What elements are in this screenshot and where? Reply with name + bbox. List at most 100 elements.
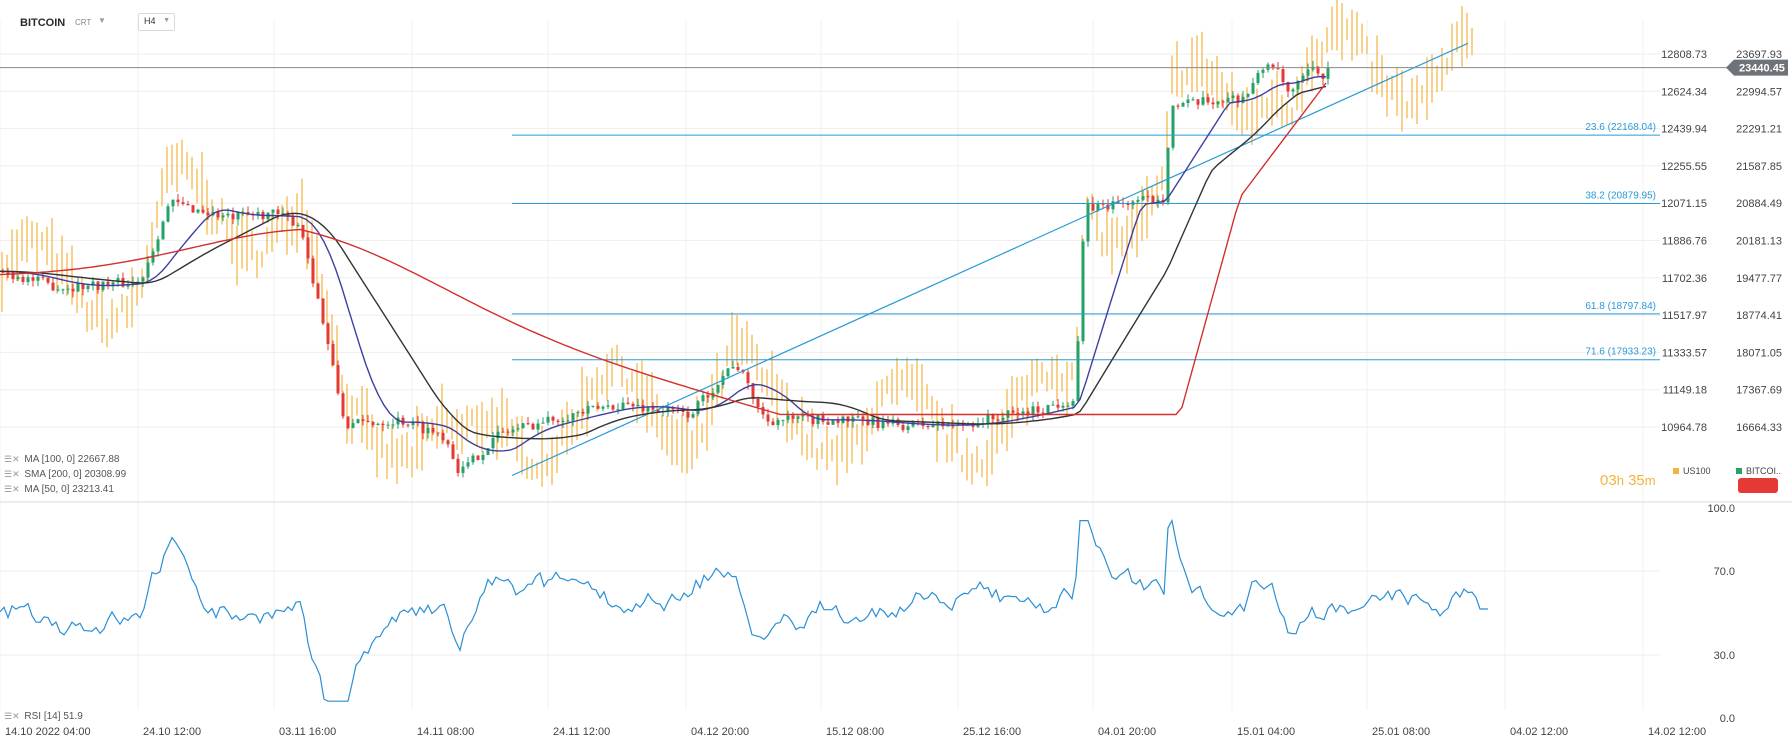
y-right-tick-label: 21587.85 bbox=[1736, 161, 1782, 173]
indicator-legend-rsi[interactable]: ☰✕ RSI [14] 51.9 bbox=[4, 711, 83, 722]
indicator-legend-ma100[interactable]: ☰✕ MA [100, 0] 22667.88 bbox=[4, 454, 119, 465]
y-right-tick-label: 16664.33 bbox=[1736, 422, 1782, 434]
btc-candle-body bbox=[456, 458, 460, 473]
btc-candle-body bbox=[386, 424, 390, 426]
btc-candle-body bbox=[116, 278, 120, 283]
timer-hours: 03 bbox=[1600, 472, 1617, 489]
fib-label: 61.8 (18797.84) bbox=[1585, 301, 1656, 312]
btc-candle-body bbox=[936, 421, 940, 426]
btc-candle-body bbox=[846, 416, 850, 422]
indicator-legend-ma50[interactable]: ☰✕ MA [50, 0] 23213.41 bbox=[4, 484, 114, 495]
alert-badge[interactable] bbox=[1738, 478, 1778, 493]
btc-candle-body bbox=[926, 425, 930, 428]
btc-candle-body bbox=[636, 404, 640, 407]
btc-candle-body bbox=[561, 420, 565, 423]
settings-icon[interactable]: ☰✕ bbox=[4, 469, 20, 479]
btc-candle-body bbox=[686, 411, 690, 418]
btc-candle-body bbox=[571, 413, 575, 421]
btc-candle-body bbox=[1106, 204, 1110, 210]
legend-bitcoin[interactable]: BITCOI.. bbox=[1736, 466, 1781, 476]
btc-candle-body bbox=[141, 277, 145, 282]
y-left-tick-label: 12808.73 bbox=[1661, 49, 1707, 61]
btc-candle-body bbox=[516, 428, 520, 430]
btc-candle-body bbox=[671, 407, 675, 410]
btc-candle-body bbox=[751, 383, 755, 399]
btc-candle-body bbox=[1191, 99, 1195, 101]
btc-candle-body bbox=[816, 415, 820, 425]
btc-candle-body bbox=[971, 424, 975, 427]
btc-candle-body bbox=[1081, 241, 1085, 342]
btc-candle-body bbox=[391, 424, 395, 426]
btc-candle-body bbox=[356, 419, 360, 424]
btc-candle-body bbox=[821, 415, 825, 422]
btc-candle-body bbox=[366, 420, 370, 423]
btc-candle-body bbox=[1071, 401, 1075, 406]
btc-candle-body bbox=[1031, 406, 1035, 415]
btc-candle-body bbox=[491, 437, 495, 449]
symbol-chevron-down-icon[interactable]: ▼ bbox=[98, 16, 106, 25]
y-left-tick-label: 11702.36 bbox=[1662, 273, 1707, 285]
btc-candle-body bbox=[1196, 99, 1200, 105]
timeframe-value: H4 bbox=[144, 16, 156, 26]
legend-us100[interactable]: US100 bbox=[1673, 466, 1711, 476]
btc-candle-body bbox=[196, 209, 200, 213]
x-tick-label: 14.11 08:00 bbox=[417, 726, 474, 738]
btc-candle-body bbox=[506, 431, 510, 433]
last-price-badge bbox=[1726, 59, 1788, 76]
btc-candle-body bbox=[76, 283, 80, 292]
btc-candle-body bbox=[281, 213, 285, 215]
symbol-title[interactable]: BITCOIN bbox=[20, 17, 66, 29]
y-left-tick-label: 12439.94 bbox=[1661, 124, 1707, 136]
indicator-legend-sma200[interactable]: ☰✕ SMA [200, 0] 20308.99 bbox=[4, 469, 126, 480]
btc-candle-body bbox=[1146, 196, 1150, 198]
btc-candle-body bbox=[301, 224, 305, 238]
rsi-tick-label: 100.0 bbox=[1707, 503, 1735, 515]
btc-candle-body bbox=[706, 395, 710, 398]
axes-labels: 12808.73 12624.34 12439.94 12255.55 12071.15… bbox=[5, 49, 1782, 738]
btc-candle-body bbox=[371, 422, 375, 426]
timer-m-unit: m bbox=[1644, 473, 1656, 488]
btc-candle-body bbox=[856, 416, 860, 418]
x-tick-label: 03.11 16:00 bbox=[279, 726, 336, 738]
btc-candle-body bbox=[616, 409, 620, 411]
timeframe-select[interactable]: H4 ▼ bbox=[138, 13, 175, 31]
btc-candle-body bbox=[1021, 411, 1025, 415]
btc-candle-body bbox=[596, 405, 600, 409]
btc-candle-body bbox=[346, 416, 350, 429]
btc-candle-body bbox=[156, 239, 160, 252]
y-left-tick-label: 11886.76 bbox=[1662, 236, 1707, 248]
y-right-tick-label: 18071.05 bbox=[1736, 347, 1782, 359]
indicator-value: 51.9 bbox=[63, 711, 83, 722]
btc-candle-body bbox=[1216, 101, 1220, 105]
x-tick-label: 14.02 12:00 bbox=[1648, 726, 1706, 738]
ma50-line bbox=[0, 75, 1327, 452]
btc-candle-body bbox=[1136, 199, 1140, 202]
rsi-tick-label: 30.0 bbox=[1714, 650, 1735, 662]
settings-icon[interactable]: ☰✕ bbox=[4, 454, 20, 464]
btc-candle-body bbox=[1296, 80, 1300, 90]
btc-candle-body bbox=[501, 431, 505, 433]
btc-candle-body bbox=[1046, 404, 1050, 413]
btc-candle-body bbox=[1301, 75, 1305, 81]
btc-candle-body bbox=[111, 282, 115, 286]
btc-candle-body bbox=[441, 432, 445, 441]
btc-candle-body bbox=[161, 221, 165, 240]
btc-candle-body bbox=[836, 420, 840, 424]
btc-candle-body bbox=[541, 422, 545, 424]
btc-candle-body bbox=[1001, 417, 1005, 421]
indicator-label: MA [100, 0] bbox=[24, 454, 75, 465]
btc-candle-body bbox=[931, 425, 935, 428]
indicator-label: SMA [200, 0] bbox=[24, 469, 82, 480]
settings-icon[interactable]: ☰✕ bbox=[4, 484, 20, 494]
btc-candle-body bbox=[621, 402, 625, 410]
btc-candle-body bbox=[1036, 406, 1040, 413]
btc-candle-body bbox=[591, 405, 595, 407]
btc-candle-body bbox=[901, 424, 905, 431]
chart-header: BITCOIN CRT ▼ H4 ▼ bbox=[0, 0, 1792, 40]
indicator-value: 23213.41 bbox=[72, 484, 114, 495]
settings-icon[interactable]: ☰✕ bbox=[4, 711, 20, 721]
btc-candle-body bbox=[546, 416, 550, 423]
y-right-tick-label: 22291.21 bbox=[1736, 124, 1782, 136]
timer-minutes: 35 bbox=[1628, 472, 1645, 489]
